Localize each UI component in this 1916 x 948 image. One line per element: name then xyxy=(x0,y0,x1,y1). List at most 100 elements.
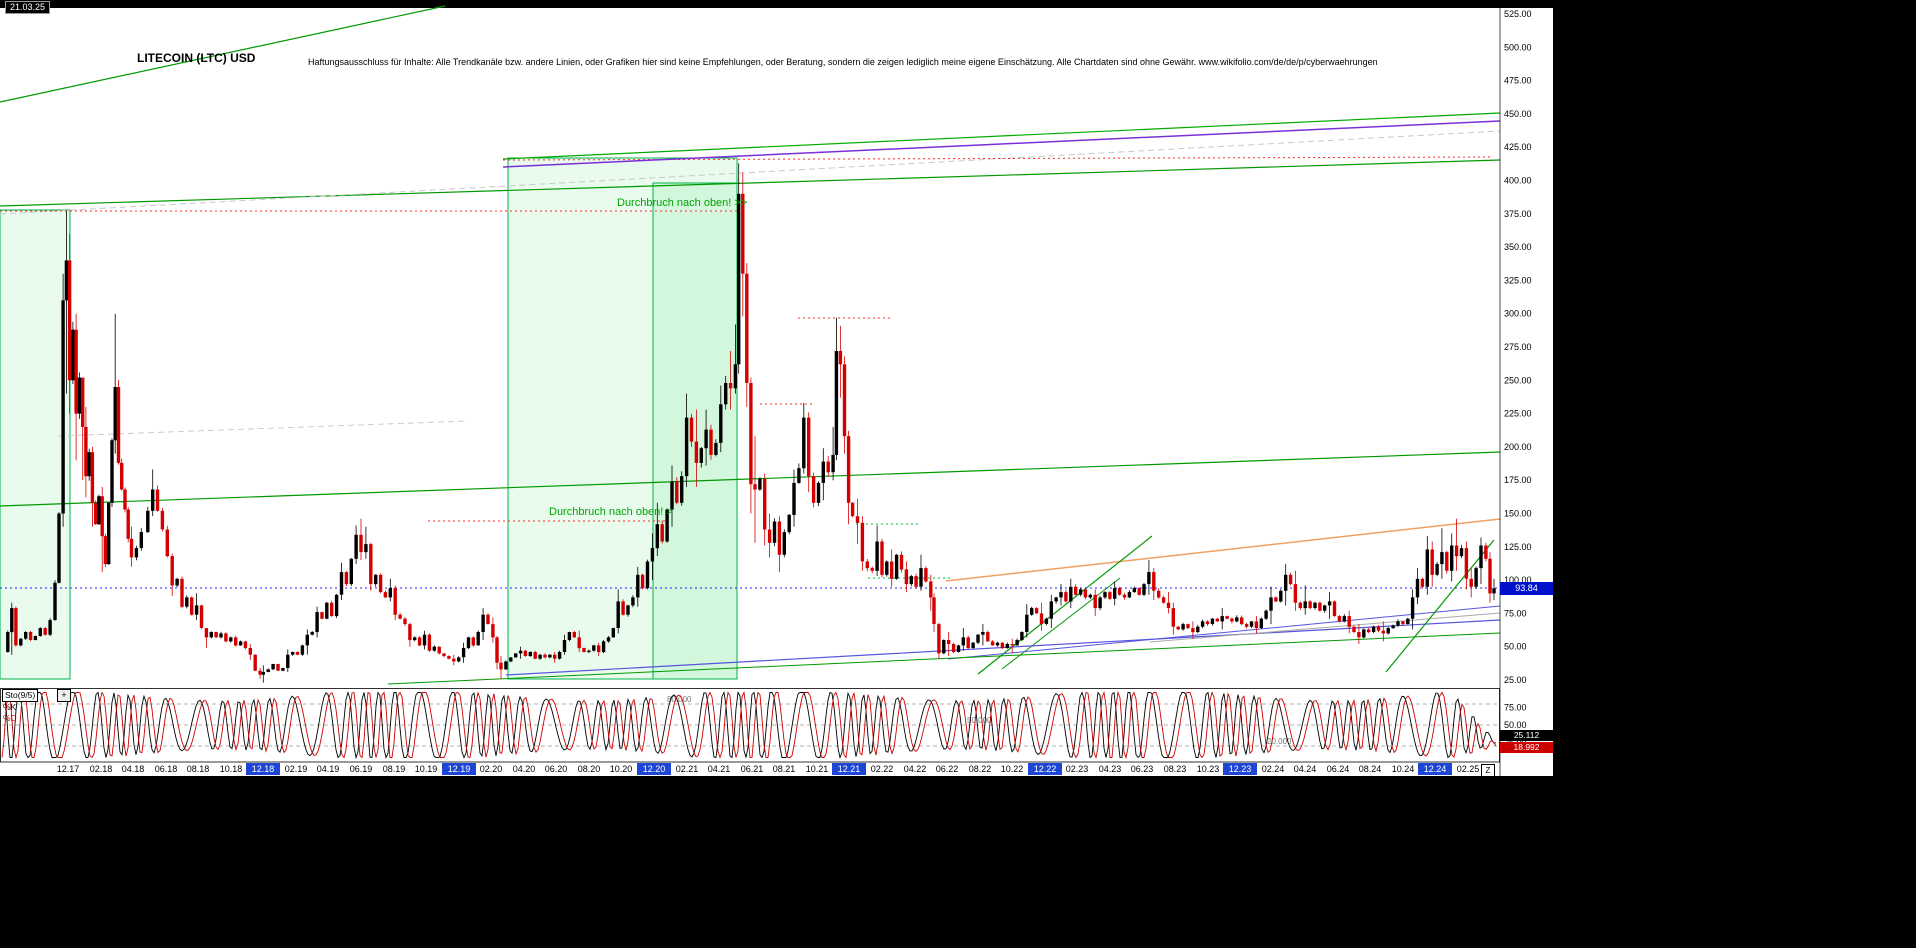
candle-body xyxy=(807,417,811,477)
candle-body xyxy=(300,645,305,655)
price-axis-label: 25.00 xyxy=(1504,675,1527,685)
candle-body xyxy=(354,534,358,559)
candle-body xyxy=(704,429,708,449)
candle-body xyxy=(238,641,243,646)
candle-body xyxy=(28,632,33,640)
candle-body xyxy=(904,569,909,585)
candle-body xyxy=(1078,589,1083,595)
candle-body xyxy=(1205,621,1210,625)
time-axis-label: 04.19 xyxy=(316,764,340,774)
highlight-zone-box xyxy=(507,157,738,680)
price-axis-label: 50.00 xyxy=(1504,642,1527,652)
time-axis-label: 02.20 xyxy=(479,764,503,774)
candle-body xyxy=(1318,602,1322,611)
candle-body xyxy=(129,538,134,558)
candle-body xyxy=(601,641,606,653)
candle-body xyxy=(388,588,392,598)
candle-body xyxy=(1010,644,1014,646)
candle-body xyxy=(894,554,899,579)
indicator-add-button[interactable]: + xyxy=(57,689,71,702)
candle-body xyxy=(94,502,98,525)
stochastic-d-value-badge: 18.992 xyxy=(1500,742,1553,753)
stochastic-indicator-label[interactable]: Sto(9/5) xyxy=(2,689,39,702)
candle-body xyxy=(499,662,503,670)
candle-body xyxy=(1069,586,1073,602)
time-axis-label: 04.23 xyxy=(1098,764,1122,774)
candle-body xyxy=(165,529,169,557)
candle-body xyxy=(1362,629,1366,638)
candle-body xyxy=(295,652,300,655)
time-axis-label: 10.19 xyxy=(414,764,438,774)
candle-body xyxy=(733,364,738,389)
candle-body xyxy=(1049,601,1053,619)
time-axis-label: 08.24 xyxy=(1358,764,1382,774)
candle-body xyxy=(305,634,309,646)
candle-body xyxy=(491,624,495,638)
candle-body xyxy=(1103,592,1107,598)
candle-body xyxy=(850,502,855,517)
candle-body xyxy=(787,514,791,533)
candle-body xyxy=(1303,601,1307,609)
candle-body xyxy=(87,452,91,477)
candle-body xyxy=(378,574,383,593)
candle-body xyxy=(315,612,319,633)
candle-body xyxy=(417,637,422,646)
candle-body xyxy=(971,642,975,648)
candle-body xyxy=(1137,588,1141,595)
candle-body xyxy=(170,556,174,586)
time-axis-label: 04.21 xyxy=(707,764,731,774)
price-axis-label: 500.00 xyxy=(1504,42,1532,52)
candle-body xyxy=(855,516,860,523)
trend-line xyxy=(1149,612,1501,643)
price-axis-label: 250.00 xyxy=(1504,375,1532,385)
candle-body xyxy=(461,648,466,658)
stochastic-k-line xyxy=(1,690,1497,760)
candle-body xyxy=(160,510,165,530)
trend-line xyxy=(945,518,1501,582)
candle-body xyxy=(199,605,204,628)
time-axis-label: 06.24 xyxy=(1326,764,1350,774)
candle-body xyxy=(48,620,52,635)
candle-body xyxy=(924,568,928,582)
candle-body xyxy=(680,476,684,503)
highlight-zone-box xyxy=(0,209,71,680)
candle-body xyxy=(374,574,378,585)
price-axis-label: 225.00 xyxy=(1504,409,1532,419)
candle-body xyxy=(1235,617,1239,622)
candle-body xyxy=(14,608,18,646)
candle-body xyxy=(194,605,199,615)
candle-body xyxy=(741,193,745,274)
candle-body xyxy=(670,481,674,510)
candle-body xyxy=(442,653,446,657)
candle-body xyxy=(1064,592,1068,602)
candle-body xyxy=(320,612,324,619)
candle-body xyxy=(334,594,339,617)
candle-body xyxy=(219,633,223,638)
stochastic-k-value-badge: 25.112 xyxy=(1500,730,1553,741)
candle-body xyxy=(772,521,777,543)
candle-body xyxy=(113,387,117,441)
candle-body xyxy=(1479,545,1483,569)
candle-body xyxy=(1464,548,1469,579)
candle-body xyxy=(1367,629,1371,633)
time-axis-label: 10.21 xyxy=(805,764,829,774)
price-axis-label: 350.00 xyxy=(1504,242,1532,252)
candle-body xyxy=(1025,614,1029,632)
candle-body xyxy=(74,329,78,414)
time-axis-label: 06.23 xyxy=(1130,764,1154,774)
candle-body xyxy=(655,524,659,549)
candle-body xyxy=(1293,584,1298,603)
candle-body xyxy=(1425,549,1429,587)
candle-body xyxy=(509,657,513,662)
candle-body xyxy=(838,351,843,365)
candle-body xyxy=(621,601,625,615)
current-price-badge: 93.84 xyxy=(1500,582,1553,595)
zoom-reset-button[interactable]: Z xyxy=(1481,764,1495,777)
candle-body xyxy=(753,484,757,490)
candle-body xyxy=(452,658,456,662)
time-axis-label: 02.21 xyxy=(675,764,699,774)
candle-body xyxy=(802,417,806,469)
candle-body xyxy=(1381,630,1385,634)
candle-body xyxy=(1000,642,1005,648)
